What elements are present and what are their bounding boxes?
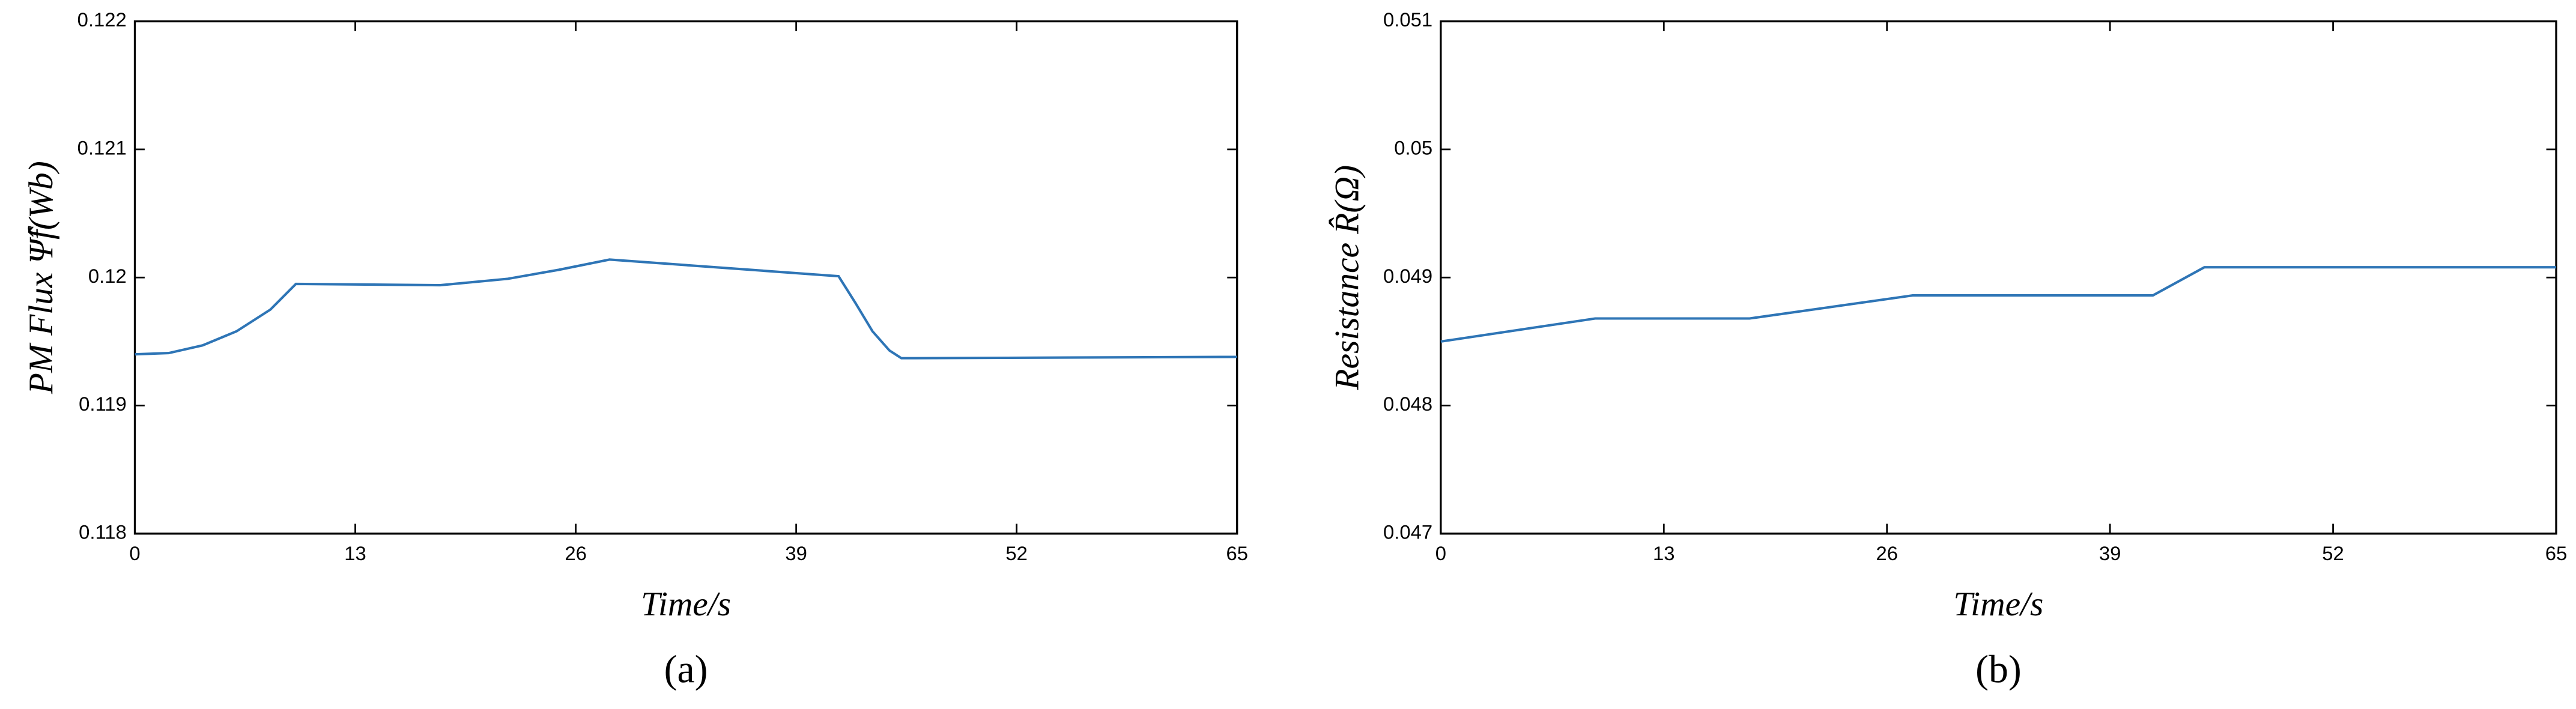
x-tick-label: 13 xyxy=(344,542,366,564)
y-tick-label: 0.122 xyxy=(77,8,127,31)
x-tick-label: 39 xyxy=(785,542,807,564)
plot-frame xyxy=(133,20,1238,535)
caption: (b) xyxy=(1975,648,2022,691)
plot-frame xyxy=(1440,20,2557,535)
x-tick-label: 0 xyxy=(129,542,140,564)
x-axis-label: Time/s xyxy=(1953,585,2043,623)
x-tick-label: 52 xyxy=(1005,542,1028,564)
x-tick-label: 52 xyxy=(2322,542,2344,564)
y-axis-label: PM Flux Ψ̂f(Wb) xyxy=(22,161,60,394)
x-tick-label: 65 xyxy=(1226,542,1248,564)
y-tick-label: 0.051 xyxy=(1383,8,1432,31)
x-tick-label: 65 xyxy=(2545,542,2568,564)
y-tick-label: 0.049 xyxy=(1383,265,1432,287)
x-tick-label: 26 xyxy=(565,542,587,564)
x-tick-label: 13 xyxy=(1653,542,1675,564)
caption: (a) xyxy=(664,648,708,691)
y-tick-label: 0.119 xyxy=(79,393,127,415)
data-line xyxy=(135,258,1237,360)
y-tick-label: 0.05 xyxy=(1394,137,1432,159)
y-tick-label: 0.12 xyxy=(88,265,127,287)
x-tick-label: 26 xyxy=(1876,542,1898,564)
y-tick-label: 0.047 xyxy=(1383,521,1432,543)
y-axis-label: Resistance R̂(Ω) xyxy=(1329,165,1366,391)
x-tick-label: 39 xyxy=(2099,542,2121,564)
y-tick-label: 0.048 xyxy=(1383,393,1432,415)
data-line xyxy=(1440,266,2556,343)
y-tick-label: 0.121 xyxy=(77,137,127,159)
x-axis-label: Time/s xyxy=(641,585,731,623)
x-tick-label: 0 xyxy=(1435,542,1446,564)
y-tick-label: 0.118 xyxy=(79,521,127,543)
